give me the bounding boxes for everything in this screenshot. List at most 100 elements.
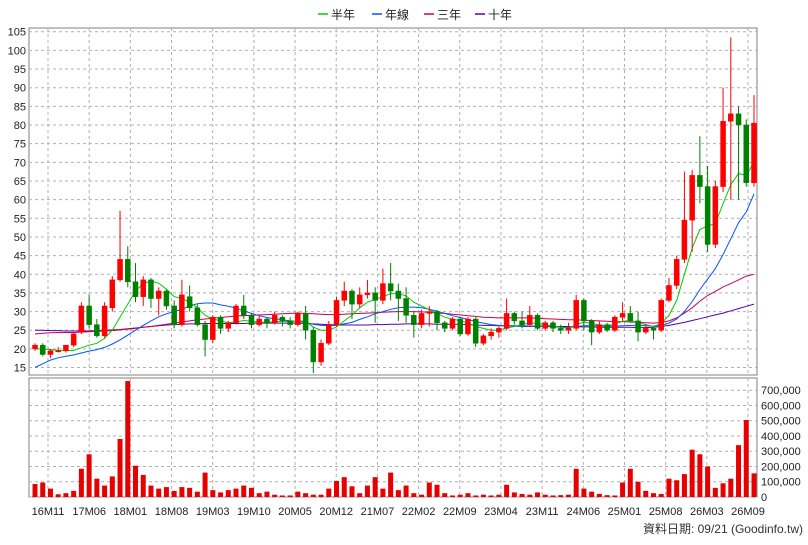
volume-bar [535, 492, 541, 497]
volume-bar [480, 494, 486, 497]
candle-body [542, 322, 549, 329]
price-tick-label: 100 [8, 45, 26, 57]
volume-bar [465, 493, 471, 497]
x-axis: 16M11 17M06 18M01 18M08 19M03 19M10 20M05 20M12… [32, 506, 765, 518]
volume-bar [457, 494, 463, 497]
candle-body [519, 320, 525, 325]
candle-body [186, 296, 193, 309]
volume-bar [411, 493, 417, 497]
price-tick-label: 75 [14, 139, 26, 151]
candle-body [743, 124, 750, 184]
volume-bar [666, 478, 672, 497]
volume-bar [519, 493, 525, 497]
candle-body [333, 300, 340, 325]
price-axis: 15 20 25 30 35 40 45 50 55 60 65 70 75 80 85 90 95 100 105 [8, 27, 26, 375]
candle-body [627, 313, 634, 322]
volume-bar [434, 484, 440, 497]
volume-bar [488, 495, 494, 497]
volume-bar [511, 492, 517, 497]
candle-body [503, 313, 510, 329]
volume-tick-label: 0 [761, 492, 767, 504]
volume-bar [426, 482, 432, 497]
legend-label: 三年 [437, 8, 461, 22]
candle-body [271, 315, 278, 324]
candle-body [364, 292, 371, 296]
price-tick-label: 50 [14, 232, 26, 244]
candle-body [565, 328, 572, 331]
candle-body [63, 344, 69, 351]
volume-bar [125, 381, 131, 497]
x-tick-label: 26M03 [690, 506, 724, 518]
volume-bar [310, 494, 316, 497]
candle-body [751, 122, 757, 184]
volume-bar [542, 494, 548, 497]
volume-bar [156, 488, 162, 497]
volume-bars [32, 381, 757, 497]
moving-average-lines [34, 162, 755, 368]
candle-body [240, 305, 247, 316]
volume-bar [279, 495, 285, 497]
volume-bar [650, 493, 656, 497]
candle-body [148, 279, 154, 299]
volume-bar [318, 494, 324, 497]
volume-tick-label: 100,000 [761, 477, 801, 489]
candle-body [310, 329, 317, 363]
candle-body [596, 324, 603, 333]
volume-bar [102, 485, 108, 497]
candle-body [735, 113, 742, 126]
volume-bar [233, 488, 239, 497]
volume-bar [681, 474, 687, 497]
volume-bar [194, 491, 200, 497]
x-tick-label: 21M07 [361, 506, 395, 518]
price-tick-label: 70 [14, 157, 26, 169]
volume-bar [627, 468, 633, 497]
candle-body [689, 175, 695, 221]
volume-bar [357, 493, 363, 497]
candle-body [588, 320, 595, 333]
candle-body [132, 281, 139, 297]
volume-bar [565, 494, 571, 497]
volume-bar [550, 495, 556, 497]
ma-half-year-line [35, 162, 755, 352]
volume-bar [596, 493, 602, 497]
candle-body [86, 305, 92, 325]
candle-body [39, 344, 46, 355]
volume-tick-label: 200,000 [761, 461, 801, 473]
x-tick-label: 19M03 [196, 506, 230, 518]
volume-bar [527, 494, 533, 497]
volume-bar [334, 480, 340, 497]
x-tick-label: 24M06 [566, 506, 600, 518]
volume-bar [272, 494, 278, 497]
legend: 半年 年線 三年 十年 [318, 7, 512, 22]
price-tick-label: 65 [14, 176, 26, 188]
candle-body [573, 300, 579, 329]
volume-tick-label: 300,000 [761, 446, 801, 458]
candlesticks [32, 37, 757, 374]
candle-body [202, 324, 208, 340]
candle-body [434, 311, 440, 324]
volume-bar [751, 473, 757, 497]
candle-body [210, 316, 216, 340]
x-tick-label: 22M09 [443, 506, 477, 518]
x-tick-label: 23M04 [484, 506, 518, 518]
volume-bar [303, 493, 309, 497]
volume-bar [442, 493, 448, 497]
volume-bar [218, 492, 224, 497]
candle-body [380, 283, 386, 301]
candle-body [411, 315, 417, 325]
volume-bar [697, 454, 703, 497]
volume-bar [736, 445, 742, 497]
volume-bar [163, 487, 169, 497]
volume-bar [658, 493, 664, 497]
legend-label: 年線 [385, 7, 409, 22]
candle-body [612, 316, 618, 331]
volume-bar [78, 468, 84, 497]
candle-body [78, 305, 85, 333]
volume-bar [364, 485, 370, 497]
volume-bar [187, 487, 193, 497]
volume-bar [473, 495, 479, 497]
volume-bar [419, 494, 425, 497]
candle-body [94, 324, 100, 337]
volume-tick-label: 600,000 [761, 400, 801, 412]
